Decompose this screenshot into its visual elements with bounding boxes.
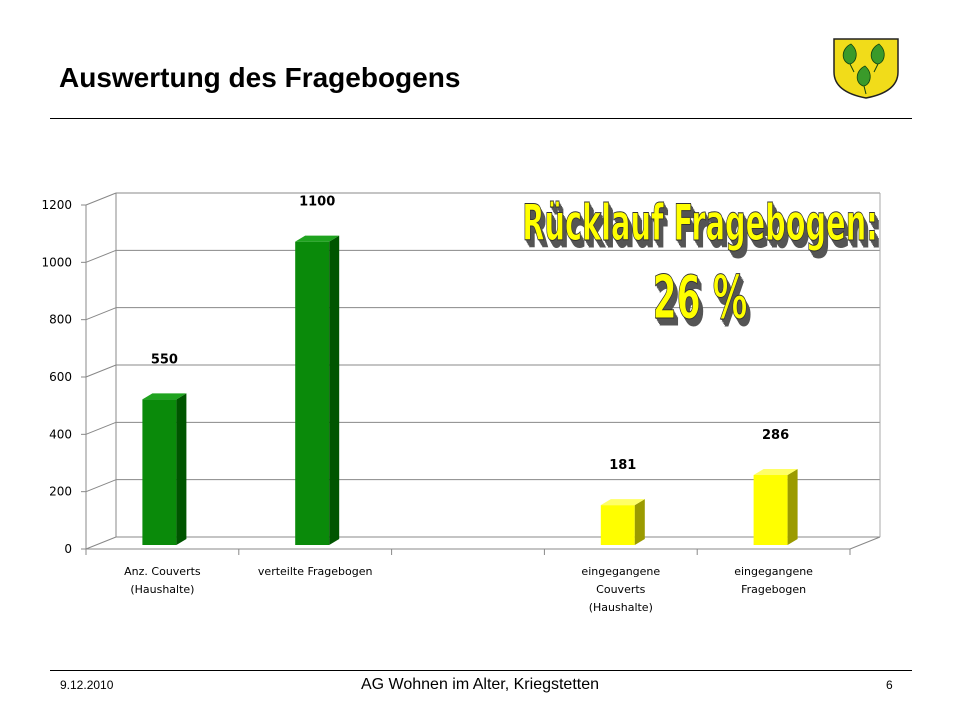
- bar-top: [600, 499, 645, 506]
- page-number: 6: [886, 678, 893, 692]
- x-category-label: Couverts: [596, 583, 645, 596]
- gridline-diag: [85, 192, 117, 206]
- bar-top: [753, 469, 798, 476]
- bar-side: [329, 235, 340, 545]
- gridline-diag: [85, 307, 117, 321]
- bar-front: [142, 399, 177, 545]
- bar-chart: 0 200 400 600 800 1000 1200 Anz. Couverts (Haush…: [41, 192, 882, 614]
- overlay-text: 26 %: [653, 263, 748, 333]
- bar-top: [142, 393, 187, 400]
- overlay-layer: Rücklauf Fragebogen:Rücklauf Fragebogen:…: [522, 193, 882, 340]
- overlay-headline: Rücklauf Fragebogen:Rücklauf Fragebogen:…: [522, 193, 882, 260]
- overlay-percentage: 26 %26 %26 %26 %26 %26 %26 %: [652, 262, 752, 340]
- y-tick-label: 800: [49, 313, 72, 327]
- overlay-shadow: 26 %: [656, 269, 751, 339]
- gridline-diag: [85, 536, 117, 550]
- grid-layer: [81, 192, 881, 555]
- bar-side: [634, 499, 645, 545]
- bar-front: [753, 475, 788, 545]
- x-category-label: (Haushalte): [589, 601, 653, 614]
- overlay-shadow: 26 %: [654, 265, 749, 335]
- y-tick-label: 600: [49, 370, 72, 384]
- y-tick-label: 400: [49, 427, 72, 441]
- bar-front: [295, 241, 330, 545]
- footer-title: AG Wohnen im Alter, Kriegstetten: [360, 676, 600, 693]
- overlay-text: Rücklauf Fragebogen:: [522, 193, 877, 252]
- overlay-shadow: Rücklauf Fragebogen:: [524, 197, 879, 256]
- x-category-label: eingegangene: [734, 565, 813, 578]
- bar-side: [176, 393, 187, 545]
- data-label: 181: [609, 458, 636, 473]
- gridline-diag: [85, 421, 117, 435]
- bar-top: [295, 235, 340, 242]
- overlay-shadow: 26 %: [657, 270, 752, 340]
- gridline-diag: [85, 479, 117, 493]
- y-tick-label: 1000: [41, 255, 72, 269]
- x-category-label: verteilte Fragebogen: [258, 565, 373, 578]
- bar-front: [600, 505, 635, 545]
- overlay-shadow: Rücklauf Fragebogen:: [523, 195, 878, 254]
- overlay-shadow: Rücklauf Fragebogen:: [526, 200, 881, 259]
- gridline-diag: [85, 364, 117, 378]
- overlay-shadow: Rücklauf Fragebogen:: [524, 196, 879, 255]
- x-category-label: (Haushalte): [130, 583, 194, 596]
- gridline-diag: [85, 249, 117, 263]
- y-tick-label: 1200: [41, 198, 72, 212]
- overlay-shadow: 26 %: [656, 268, 751, 338]
- coat-of-arms-logo: [833, 38, 899, 99]
- data-label: 1100: [299, 195, 335, 210]
- footer-divider: [50, 670, 912, 671]
- x-category-label: Anz. Couverts: [124, 565, 201, 578]
- bars-layer: [142, 235, 798, 545]
- y-tick-label: 0: [64, 542, 72, 556]
- overlay-shadow: 26 %: [655, 267, 750, 337]
- labels-layer: 0 200 400 600 800 1000 1200 Anz. Couverts (Haush…: [41, 195, 813, 614]
- title-divider: [50, 118, 912, 119]
- slide-title: Auswertung des Fragebogens: [59, 62, 461, 93]
- x-category-label: eingegangene: [581, 565, 660, 578]
- y-tick-label: 200: [49, 485, 72, 499]
- overlay-shadow: Rücklauf Fragebogen:: [525, 198, 880, 257]
- bar-side: [787, 469, 798, 545]
- data-label: 550: [151, 352, 178, 367]
- floor-right-edge: [849, 536, 881, 550]
- data-label: 286: [762, 428, 789, 443]
- overlay-shadow: Rücklauf Fragebogen:: [527, 201, 882, 260]
- footer-date: 9.12.2010: [60, 678, 114, 692]
- overlay-shadow: 26 %: [653, 264, 748, 334]
- x-category-label: Fragebogen: [741, 583, 806, 596]
